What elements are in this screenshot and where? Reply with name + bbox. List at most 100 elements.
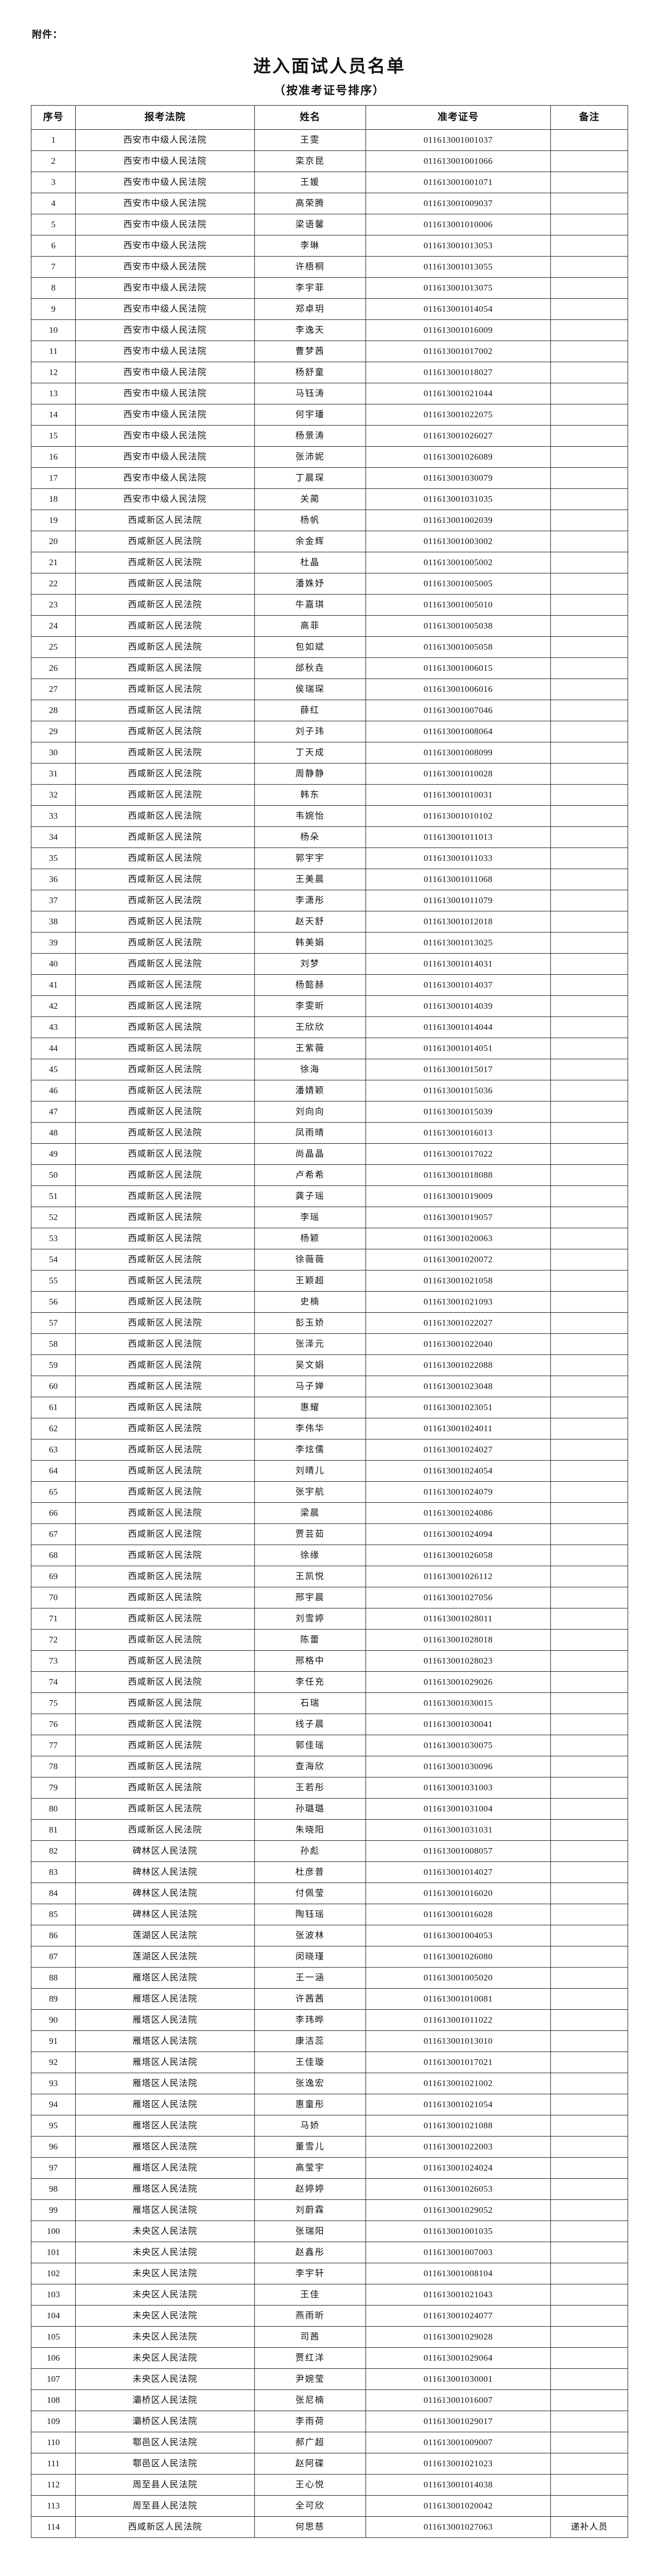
cell-name: 王佳 <box>254 2284 366 2306</box>
cell-seq: 17 <box>30 467 76 489</box>
cell-seq: 34 <box>30 826 76 848</box>
cell-court: 西咸新区人民法院 <box>75 657 255 679</box>
cell-name: 杨懿赫 <box>254 974 366 996</box>
table-row: 87 莲湖区人民法院 闵晓瑾 011613001026080 <box>30 1946 628 1968</box>
cell-ticket: 011613001014044 <box>365 1016 551 1038</box>
cell-note <box>550 1523 628 1545</box>
cell-note <box>550 1819 628 1841</box>
cell-note <box>550 1714 628 1735</box>
cell-name: 王凯悦 <box>254 1566 366 1587</box>
cell-seq: 55 <box>30 1270 76 1292</box>
cell-note <box>550 869 628 890</box>
cell-note <box>550 805 628 827</box>
table-row: 35 西咸新区人民法院 郭宇宇 011613001011033 <box>30 848 628 869</box>
cell-ticket: 011613001031004 <box>365 1798 551 1820</box>
cell-ticket: 011613001031035 <box>365 488 551 510</box>
cell-name: 董雪儿 <box>254 2136 366 2158</box>
cell-name: 王颖超 <box>254 1270 366 1292</box>
cell-ticket: 011613001005020 <box>365 1967 551 1989</box>
cell-name: 高荣腾 <box>254 193 366 214</box>
cell-note <box>550 1059 628 1080</box>
cell-court: 未央区人民法院 <box>75 2284 255 2306</box>
table-row: 41 西咸新区人民法院 杨懿赫 011613001014037 <box>30 974 628 996</box>
table-row: 22 西咸新区人民法院 潘姝妤 011613001005005 <box>30 573 628 595</box>
cell-note <box>550 1566 628 1587</box>
cell-name: 杨朵 <box>254 826 366 848</box>
cell-ticket: 011613001013010 <box>365 2030 551 2052</box>
cell-note <box>550 2347 628 2369</box>
cell-seq: 83 <box>30 1861 76 1883</box>
cell-ticket: 011613001001037 <box>365 129 551 151</box>
table-row: 97 雁塔区人民法院 高莹宇 011613001024024 <box>30 2157 628 2179</box>
cell-name: 栾京昆 <box>254 150 366 172</box>
table-row: 26 西咸新区人民法院 邰秋垚 011613001006015 <box>30 657 628 679</box>
cell-note <box>550 2389 628 2411</box>
cell-note <box>550 1904 628 1925</box>
cell-ticket: 011613001017022 <box>365 1143 551 1165</box>
cell-note <box>550 2073 628 2094</box>
table-row: 44 西咸新区人民法院 王紫薇 011613001014051 <box>30 1038 628 1059</box>
table-row: 6 西安市中级人民法院 李琳 011613001013053 <box>30 235 628 257</box>
attachment-label: 附件： <box>32 29 63 40</box>
cell-seq: 72 <box>30 1629 76 1651</box>
cell-seq: 53 <box>30 1228 76 1249</box>
cell-seq: 112 <box>30 2474 76 2496</box>
column-header-seq: 序号 <box>30 105 76 130</box>
cell-name: 尹婉莹 <box>254 2368 366 2390</box>
cell-name: 张波林 <box>254 1925 366 1946</box>
cell-note <box>550 2242 628 2263</box>
cell-note <box>550 1502 628 1524</box>
cell-note <box>550 1883 628 1904</box>
cell-note <box>550 235 628 257</box>
table-row: 56 西咸新区人民法院 史楠 011613001021093 <box>30 1291 628 1313</box>
cell-ticket: 011613001016013 <box>365 1122 551 1144</box>
cell-seq: 13 <box>30 383 76 404</box>
cell-name: 王紫薇 <box>254 1038 366 1059</box>
cell-court: 西安市中级人民法院 <box>75 150 255 172</box>
table-row: 71 西咸新区人民法院 刘雪婷 011613001028011 <box>30 1608 628 1630</box>
cell-name: 赵天舒 <box>254 911 366 933</box>
cell-note <box>550 2157 628 2179</box>
cell-court: 未央区人民法院 <box>75 2221 255 2242</box>
cell-name: 牛嘉琪 <box>254 594 366 616</box>
cell-court: 西咸新区人民法院 <box>75 1101 255 1123</box>
cell-seq: 88 <box>30 1967 76 1989</box>
cell-name: 侯瑞琛 <box>254 679 366 700</box>
cell-name: 司茜 <box>254 2326 366 2348</box>
cell-court: 西咸新区人民法院 <box>75 1143 255 1165</box>
cell-ticket: 011613001018088 <box>365 1164 551 1186</box>
column-header-ticket: 准考证号 <box>365 105 551 130</box>
cell-ticket: 011613001021058 <box>365 1270 551 1292</box>
cell-court: 雁塔区人民法院 <box>75 1988 255 2010</box>
cell-seq: 5 <box>30 214 76 235</box>
cell-name: 郝广超 <box>254 2432 366 2453</box>
cell-court: 西咸新区人民法院 <box>75 573 255 595</box>
cell-name: 查海欣 <box>254 1756 366 1777</box>
cell-note <box>550 425 628 447</box>
cell-seq: 50 <box>30 1164 76 1186</box>
cell-note <box>550 2030 628 2052</box>
cell-ticket: 011613001020063 <box>365 1228 551 1249</box>
cell-note <box>550 615 628 637</box>
cell-court: 西咸新区人民法院 <box>75 1735 255 1756</box>
cell-ticket: 011613001003002 <box>365 531 551 552</box>
cell-ticket: 011613001013075 <box>365 277 551 299</box>
table-row: 17 西安市中级人民法院 丁晨琛 011613001030079 <box>30 467 628 489</box>
cell-court: 西咸新区人民法院 <box>75 1228 255 1249</box>
cell-court: 雁塔区人民法院 <box>75 2115 255 2137</box>
cell-court: 西咸新区人民法院 <box>75 890 255 911</box>
cell-court: 灞桥区人民法院 <box>75 2411 255 2432</box>
cell-note <box>550 2284 628 2306</box>
cell-note <box>550 848 628 869</box>
table-row: 38 西咸新区人民法院 赵天舒 011613001012018 <box>30 911 628 933</box>
table-row: 39 西咸新区人民法院 韩美娟 011613001013025 <box>30 932 628 954</box>
table-row: 10 西安市中级人民法院 李逸天 011613001016009 <box>30 319 628 341</box>
cell-seq: 16 <box>30 446 76 468</box>
cell-seq: 68 <box>30 1545 76 1566</box>
cell-name: 杜晶 <box>254 552 366 573</box>
cell-note <box>550 1439 628 1461</box>
cell-name: 郭佳瑶 <box>254 1735 366 1756</box>
cell-note <box>550 319 628 341</box>
cell-note <box>550 1418 628 1439</box>
cell-ticket: 011613001024077 <box>365 2305 551 2327</box>
